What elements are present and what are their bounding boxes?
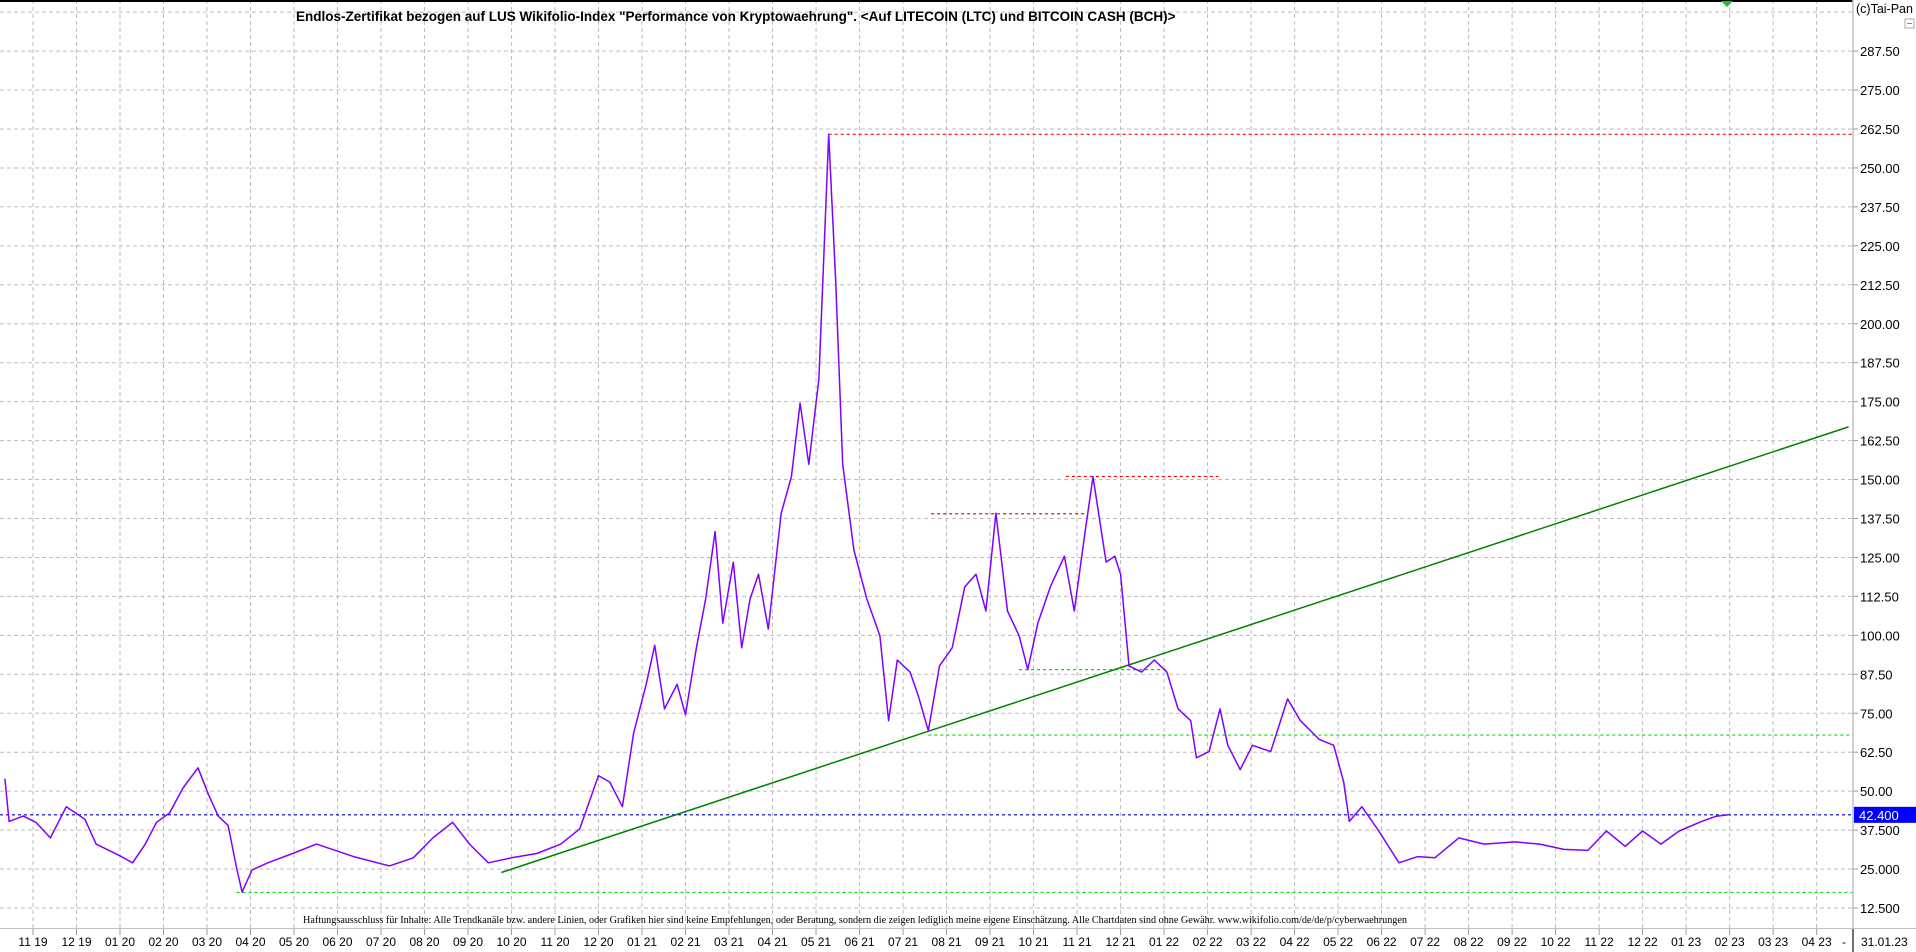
x-tick-label: 03 21 bbox=[714, 935, 744, 949]
x-tick-label: 01 20 bbox=[105, 935, 135, 949]
copyright: (c)Tai-Pan bbox=[1856, 2, 1913, 16]
x-tick-label: 12 19 bbox=[61, 935, 91, 949]
x-tick-label: 05 20 bbox=[279, 935, 309, 949]
x-tick-label: 01 21 bbox=[627, 935, 657, 949]
y-tick-label: 87.50 bbox=[1860, 667, 1893, 682]
y-tick-label: 162.50 bbox=[1860, 434, 1900, 449]
x-tick-label: 03 20 bbox=[192, 935, 222, 949]
x-tick-label: 07 22 bbox=[1410, 935, 1440, 949]
y-tick-label: 12.500 bbox=[1860, 901, 1900, 916]
y-tick-label: 25.000 bbox=[1860, 862, 1900, 877]
x-tick-label: 10 20 bbox=[497, 935, 527, 949]
horizontal-lines bbox=[0, 133, 1853, 894]
y-axis: 287.50 275.00 262.50 250.00 237.50 225.00 212.… bbox=[1853, 44, 1900, 916]
x-tick-label: 11 22 bbox=[1585, 935, 1614, 949]
x-tick-label: 11 20 bbox=[540, 935, 569, 949]
last-value-label: 42.400 bbox=[1854, 806, 1916, 823]
x-tick-label: 02 21 bbox=[671, 935, 701, 949]
x-tick-label: 10 22 bbox=[1541, 935, 1571, 949]
y-tick-label: 200.00 bbox=[1860, 317, 1900, 332]
grid bbox=[0, 0, 1853, 928]
y-tick-label: 125.00 bbox=[1860, 550, 1900, 565]
x-tick-label: 01 23 bbox=[1671, 935, 1701, 949]
x-tick-label: 08 21 bbox=[932, 935, 962, 949]
trendlines bbox=[501, 426, 1849, 874]
disclaimer: Haftungsausschluss für Inhalte: Alle Tre… bbox=[303, 915, 1407, 926]
x-tick-label: 03 22 bbox=[1236, 935, 1266, 949]
x-tick-label: 10 21 bbox=[1019, 935, 1049, 949]
x-tick-label: 09 20 bbox=[453, 935, 483, 949]
y-tick-label: 100.00 bbox=[1860, 628, 1900, 643]
x-tick-label: 04 21 bbox=[758, 935, 788, 949]
y-tick-label: 262.50 bbox=[1860, 122, 1900, 137]
x-tick-label: 06 20 bbox=[323, 935, 353, 949]
y-tick-label: 150.00 bbox=[1860, 473, 1900, 488]
x-tick-label: 08 22 bbox=[1454, 935, 1484, 949]
chart-title: Endlos-Zertifikat bezogen auf LUS Wikifo… bbox=[296, 9, 1176, 24]
x-tick-label: 02 20 bbox=[148, 935, 178, 949]
x-tick-label: 12 21 bbox=[1106, 935, 1136, 949]
y-tick-label: 287.50 bbox=[1860, 44, 1900, 59]
y-tick-label: 137.50 bbox=[1860, 512, 1900, 527]
y-tick-label: 175.00 bbox=[1860, 395, 1900, 410]
last-value-text: 42.400 bbox=[1859, 808, 1899, 823]
x-tick-label: 07 21 bbox=[888, 935, 918, 949]
y-tick-label: 112.50 bbox=[1860, 589, 1899, 604]
y-tick-label: 50.00 bbox=[1860, 784, 1893, 799]
x-tick-label: 06 22 bbox=[1367, 935, 1397, 949]
y-tick-label: 62.50 bbox=[1860, 745, 1893, 760]
y-tick-label: 212.50 bbox=[1860, 278, 1900, 293]
x-axis: 11 19 12 19 01 20 02 20 03 20 04 20 05 20 06 20… bbox=[18, 929, 1832, 949]
x-tick-label: 02 22 bbox=[1193, 935, 1223, 949]
x-tick-label: 11 19 bbox=[18, 935, 47, 949]
last-value-box bbox=[1854, 806, 1916, 823]
x-tick-label: 05 21 bbox=[801, 935, 831, 949]
y-tick-label: 250.00 bbox=[1860, 161, 1900, 176]
x-tick-label: 06 21 bbox=[845, 935, 875, 949]
y-tick-label: 225.00 bbox=[1860, 239, 1900, 254]
x-tick-label: 05 22 bbox=[1323, 935, 1353, 949]
x-end-separator: - bbox=[1842, 935, 1846, 949]
y-tick-label: 237.50 bbox=[1860, 200, 1900, 215]
x-tick-label: 01 22 bbox=[1149, 935, 1179, 949]
x-tick-label: 04 22 bbox=[1280, 935, 1310, 949]
last-date: 31.01.23 bbox=[1861, 935, 1908, 949]
x-tick-label: 09 21 bbox=[975, 935, 1005, 949]
x-tick-label: 04 20 bbox=[235, 935, 265, 949]
marker-triangle-icon bbox=[1721, 1, 1733, 7]
trendline bbox=[501, 426, 1849, 874]
x-tick-label: 08 20 bbox=[410, 935, 440, 949]
y-tick-label: 187.50 bbox=[1860, 356, 1900, 371]
x-tick-label: 09 22 bbox=[1497, 935, 1527, 949]
series-group bbox=[4, 133, 1729, 893]
x-tick-label: 02 23 bbox=[1715, 935, 1745, 949]
x-tick-label: 11 21 bbox=[1063, 935, 1092, 949]
price-line bbox=[4, 133, 1729, 893]
x-tick-label: 12 20 bbox=[584, 935, 614, 949]
y-tick-label: 37.500 bbox=[1860, 823, 1900, 838]
x-tick-label: 03 23 bbox=[1758, 935, 1788, 949]
y-tick-label: 75.00 bbox=[1860, 706, 1893, 721]
x-tick-label: 12 22 bbox=[1628, 935, 1658, 949]
x-tick-label: 07 20 bbox=[366, 935, 396, 949]
y-tick-label: 275.00 bbox=[1860, 83, 1900, 98]
x-tick-label: 04 23 bbox=[1802, 935, 1832, 949]
